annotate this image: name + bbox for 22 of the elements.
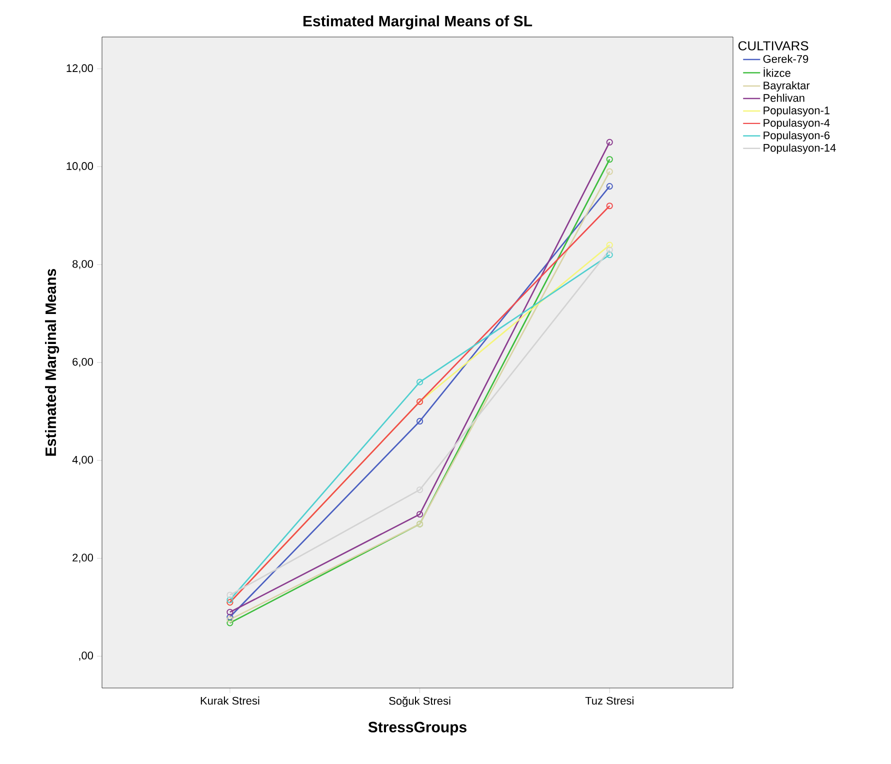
legend-label: Bayraktar	[764, 81, 810, 92]
y-tick-label: 10,00	[66, 162, 94, 172]
x-axis-title: StressGroups	[368, 722, 466, 736]
chart-title: Estimated Marginal Means of SL	[303, 15, 532, 30]
legend-label: Populasyon-1	[764, 106, 830, 116]
y-tick-label: 12,00	[66, 64, 94, 74]
y-tick-label: ,00	[79, 652, 94, 661]
y-tick-label: 8,00	[72, 260, 94, 270]
x-tick-label: Tuz Stresi	[585, 696, 634, 705]
legend-label: İkizce	[764, 67, 790, 77]
legend-title: CULTIVARS	[738, 41, 808, 50]
legend-label: Populasyon-14	[764, 144, 836, 154]
y-tick-label: 4,00	[72, 456, 94, 465]
x-tick-label: Soğuk Stresi	[389, 696, 450, 707]
legend-label: Gerek-79	[763, 54, 808, 63]
y-axis-title: Estimated Marginal Means	[45, 268, 60, 456]
legend-label: Pehlivan	[764, 94, 804, 102]
y-tick-label: 2,00	[72, 554, 94, 563]
y-tick-label: 6,00	[72, 358, 94, 368]
x-tick-label: Kurak Stresi	[200, 696, 260, 705]
legend-label: Populasyon-6	[764, 131, 830, 142]
legend-label: Populasyon-4	[764, 118, 830, 129]
